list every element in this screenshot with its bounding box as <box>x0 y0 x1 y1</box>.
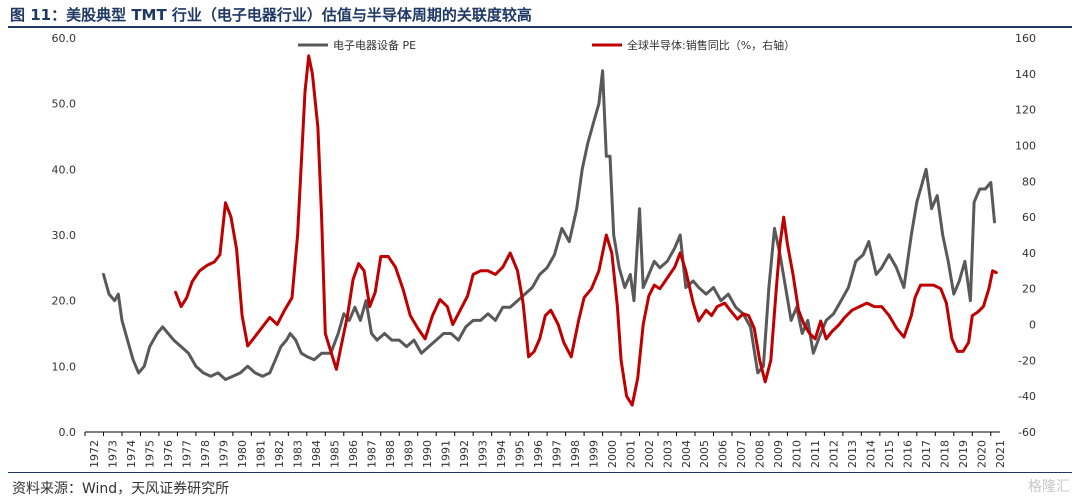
y-right-tick-label: 160 <box>1015 32 1036 45</box>
y-right-tick-label: 60 <box>1022 211 1036 224</box>
y-left-tick-label: 60.0 <box>52 32 77 45</box>
x-tick-label: 1989 <box>402 440 415 468</box>
y-right-tick-label: 140 <box>1015 68 1036 81</box>
legend-label-pe: 电子电器设备 PE <box>333 38 416 52</box>
y-right-tick-label: -20 <box>1018 354 1036 367</box>
x-tick-label: 1991 <box>439 440 452 468</box>
x-tick-label: 2008 <box>754 440 767 468</box>
x-tick-label: 1976 <box>162 440 175 468</box>
x-tick-label: 2005 <box>698 440 711 468</box>
x-tick-label: 1973 <box>107 440 120 468</box>
x-tick-label: 1993 <box>476 440 489 468</box>
y-right-tick-label: -40 <box>1018 390 1036 403</box>
y-right-tick-label: 120 <box>1015 104 1036 117</box>
x-tick-label: 1994 <box>495 440 508 468</box>
x-tick-label: 2010 <box>791 440 804 468</box>
x-tick-label: 1988 <box>384 440 397 468</box>
x-tick-label: 1980 <box>236 440 249 468</box>
legend: 电子电器设备 PE 全球半导体:销售同比（%，右轴） <box>298 38 795 52</box>
x-tick-label: 2004 <box>680 440 693 468</box>
x-tick-label: 1983 <box>292 440 305 468</box>
x-tick-label: 1990 <box>421 440 434 468</box>
y-left-tick-label: 40.0 <box>52 163 77 176</box>
x-tick-label: 2006 <box>717 440 730 468</box>
x-tick-label: 1975 <box>144 440 157 468</box>
x-tick-label: 1984 <box>310 440 323 468</box>
x-tick-label: 1995 <box>513 440 526 468</box>
x-tick-label: 1981 <box>255 440 268 468</box>
x-tick-label: 1992 <box>458 440 471 468</box>
y-left-tick-label: 0.0 <box>59 426 77 439</box>
x-tick-label: 2002 <box>643 440 656 468</box>
x-tick-label: 2018 <box>939 440 952 468</box>
series-line-pe <box>102 69 996 381</box>
x-tick-label: 1987 <box>366 440 379 468</box>
x-tick-label: 2017 <box>920 440 933 468</box>
y-right-tick-label: -60 <box>1018 426 1036 439</box>
x-tick-label: 2014 <box>865 440 878 468</box>
y-right-tick-label: 0 <box>1029 319 1036 332</box>
x-tick-label: 1998 <box>569 440 582 468</box>
watermark-logo: 格隆汇 <box>1028 479 1070 495</box>
y-left-tick-label: 50.0 <box>52 98 77 111</box>
x-tick-label: 2013 <box>846 440 859 468</box>
y-right-tick-label: 20 <box>1022 283 1036 296</box>
x-tick-label: 2012 <box>828 440 841 468</box>
y-right-tick-label: 100 <box>1015 139 1036 152</box>
y-left-tick-label: 20.0 <box>52 295 77 308</box>
x-tick-label: 2019 <box>957 440 970 468</box>
axes-layer <box>84 431 1000 436</box>
legend-label-semi: 全球半导体:销售同比（%，右轴） <box>627 38 795 52</box>
x-tick-label: 2020 <box>976 440 989 468</box>
x-tick-label: 1977 <box>181 440 194 468</box>
x-tick-label: 1999 <box>587 440 600 468</box>
x-tick-label: 1996 <box>532 440 545 468</box>
x-tick-label: 2003 <box>661 440 674 468</box>
y-left-tick-label: 30.0 <box>52 229 77 242</box>
x-tick-label: 2007 <box>735 440 748 468</box>
y-right-tick-label: 80 <box>1022 175 1036 188</box>
x-tick-label: 1978 <box>199 440 212 468</box>
y-left-tick-label: 10.0 <box>52 360 77 373</box>
x-tick-label: 1982 <box>273 440 286 468</box>
x-tick-label: 2021 <box>994 440 1007 468</box>
x-tick-label: 1986 <box>347 440 360 468</box>
series-line-semi <box>174 54 998 407</box>
x-tick-label: 1997 <box>550 440 563 468</box>
x-tick-label: 2011 <box>809 440 822 468</box>
series-layer <box>102 54 998 407</box>
title-divider <box>8 26 1072 28</box>
x-tick-label: 1974 <box>125 440 138 468</box>
x-tick-label: 2000 <box>606 440 619 468</box>
x-tick-label: 1972 <box>88 440 101 468</box>
dual-axis-line-chart: 1972 1973 1974 1975 1976 1977 1978 1979 1980 1981… <box>52 32 1037 468</box>
tick-label-layer: 1972 1973 1974 1975 1976 1977 1978 1979 1980 1981… <box>52 32 1037 468</box>
figure-title: 图 11：美股典型 TMT 行业（电子电器行业）估值与半导体周期的关联度较高 <box>10 6 532 24</box>
x-tick-label: 2016 <box>902 440 915 468</box>
y-right-tick-label: 40 <box>1022 247 1036 260</box>
x-tick-label: 2001 <box>624 440 637 468</box>
source-note: 资料来源：Wind，天风证券研究所 <box>12 481 230 497</box>
source-divider <box>8 472 1072 473</box>
x-tick-label: 2015 <box>883 440 896 468</box>
x-tick-label: 1985 <box>329 440 342 468</box>
x-tick-label: 2009 <box>772 440 785 468</box>
x-tick-label: 1979 <box>218 440 231 468</box>
